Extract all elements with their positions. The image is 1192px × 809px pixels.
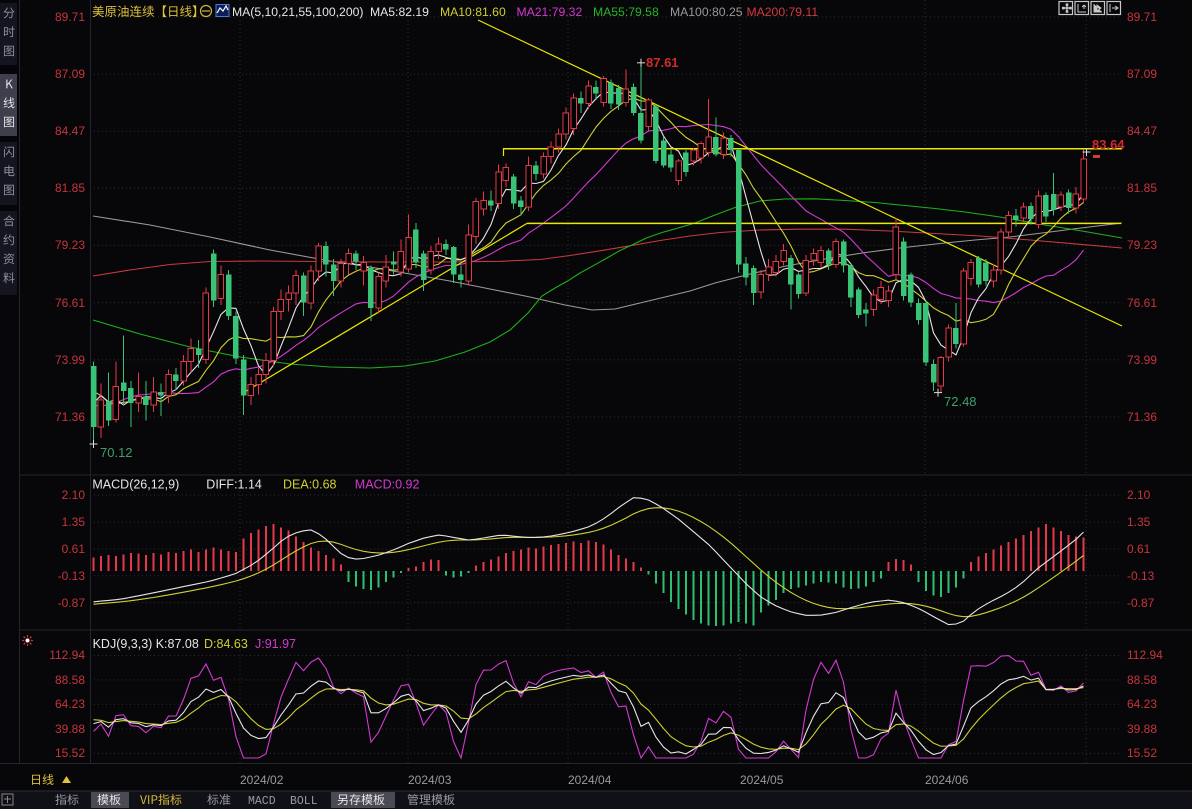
svg-text:MA200:79.11: MA200:79.11 <box>747 5 819 19</box>
svg-text:88.58: 88.58 <box>1127 673 1157 687</box>
svg-text:2024/04: 2024/04 <box>568 773 612 787</box>
svg-text:MA21:79.32: MA21:79.32 <box>517 5 583 19</box>
svg-text:87.61: 87.61 <box>646 55 679 70</box>
svg-text:64.23: 64.23 <box>55 697 85 711</box>
svg-text:76.61: 76.61 <box>55 296 85 310</box>
svg-text:MACD(26,12,9): MACD(26,12,9) <box>92 478 179 492</box>
svg-text:MACD: MACD <box>248 795 276 808</box>
svg-text:84.47: 84.47 <box>55 124 85 138</box>
svg-text:MA55:79.58: MA55:79.58 <box>593 5 659 19</box>
svg-text:J:91.97: J:91.97 <box>255 637 296 651</box>
svg-text:BOLL: BOLL <box>290 795 318 808</box>
svg-text:2.10: 2.10 <box>1127 488 1151 502</box>
svg-text:70.12: 70.12 <box>100 445 133 460</box>
svg-text:87.09: 87.09 <box>1127 67 1157 81</box>
svg-text:MACD:0.92: MACD:0.92 <box>355 478 420 492</box>
svg-text:71.36: 71.36 <box>1127 410 1157 424</box>
svg-text:K:87.08: K:87.08 <box>156 637 199 651</box>
svg-text:112.94: 112.94 <box>1127 648 1163 662</box>
svg-text:76.61: 76.61 <box>1127 296 1157 310</box>
svg-text:-0.87: -0.87 <box>58 596 86 610</box>
svg-text:MA(5,10,21,55,100,200): MA(5,10,21,55,100,200) <box>232 5 363 19</box>
svg-text:71.36: 71.36 <box>55 410 85 424</box>
svg-text:2.10: 2.10 <box>62 488 86 502</box>
svg-text:73.99: 73.99 <box>55 353 85 367</box>
svg-text:73.99: 73.99 <box>1127 353 1157 367</box>
svg-text:-0.13: -0.13 <box>58 569 86 583</box>
svg-text:1.35: 1.35 <box>1127 515 1151 529</box>
svg-text:MA5:82.19: MA5:82.19 <box>370 5 429 19</box>
svg-text:DIFF:1.14: DIFF:1.14 <box>206 478 262 492</box>
svg-text:89.71: 89.71 <box>1127 10 1157 24</box>
svg-text:39.88: 39.88 <box>1127 722 1157 736</box>
svg-text:81.85: 81.85 <box>1127 181 1157 195</box>
svg-text:MA10:81.60: MA10:81.60 <box>440 5 506 19</box>
svg-text:0.61: 0.61 <box>62 542 86 556</box>
svg-text:-0.87: -0.87 <box>1127 596 1155 610</box>
svg-text:79.23: 79.23 <box>55 238 85 252</box>
svg-text:15.52: 15.52 <box>1127 746 1157 760</box>
svg-text:64.23: 64.23 <box>1127 697 1157 711</box>
svg-text:88.58: 88.58 <box>55 673 85 687</box>
svg-text:83.64: 83.64 <box>1092 137 1125 152</box>
svg-text:DEA:0.68: DEA:0.68 <box>283 478 337 492</box>
svg-text:2024/02: 2024/02 <box>240 773 284 787</box>
svg-text:D:84.63: D:84.63 <box>204 637 248 651</box>
svg-text:MA100:80.25: MA100:80.25 <box>670 5 743 19</box>
svg-text:84.47: 84.47 <box>1127 124 1157 138</box>
svg-text:KDJ(9,3,3): KDJ(9,3,3) <box>93 637 153 651</box>
svg-text:2024/05: 2024/05 <box>740 773 784 787</box>
svg-text:87.09: 87.09 <box>55 67 85 81</box>
svg-text:15.52: 15.52 <box>55 746 85 760</box>
svg-text:39.88: 39.88 <box>55 722 85 736</box>
svg-text:2024/06: 2024/06 <box>925 773 969 787</box>
svg-text:2024/03: 2024/03 <box>408 773 452 787</box>
svg-text:72.48: 72.48 <box>944 394 977 409</box>
svg-text:0.61: 0.61 <box>1127 542 1151 556</box>
svg-text:112.94: 112.94 <box>49 648 85 662</box>
svg-text:79.23: 79.23 <box>1127 238 1157 252</box>
svg-text:-0.13: -0.13 <box>1127 569 1155 583</box>
svg-text:81.85: 81.85 <box>55 181 85 195</box>
svg-text:1.35: 1.35 <box>62 515 86 529</box>
svg-text:89.71: 89.71 <box>55 10 85 24</box>
